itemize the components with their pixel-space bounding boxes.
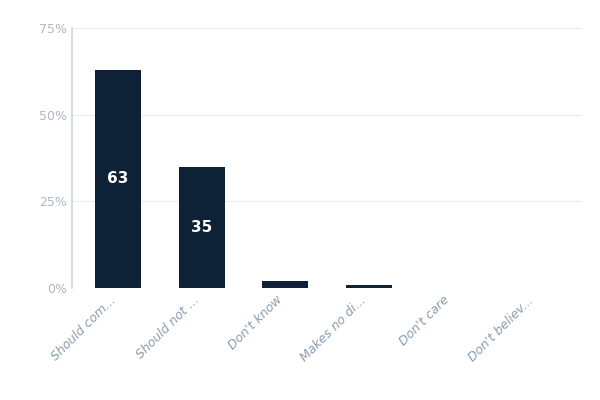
Text: 35: 35 bbox=[191, 220, 212, 235]
Bar bbox=[346, 284, 392, 288]
Bar bbox=[179, 167, 224, 288]
Text: 63: 63 bbox=[107, 171, 129, 186]
Bar bbox=[95, 70, 141, 288]
Bar bbox=[262, 281, 308, 288]
